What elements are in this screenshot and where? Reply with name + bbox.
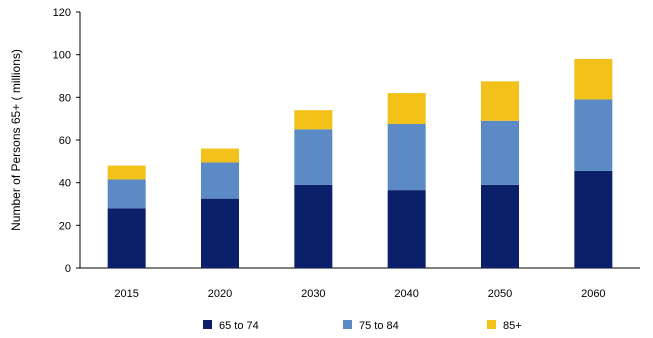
legend-swatch bbox=[487, 320, 496, 329]
y-tick-label: 20 bbox=[59, 220, 71, 232]
x-tick-label: 2050 bbox=[488, 288, 512, 300]
bar-segment-75-to-84-2050 bbox=[481, 120, 519, 185]
y-axis-title: Number of Persons 65+ ( millions) bbox=[9, 49, 23, 231]
bar-segment-75-to-84-2015 bbox=[107, 179, 146, 209]
bar-segment-65-to-74-2050 bbox=[481, 184, 519, 268]
x-axis-ticks: 2015 2020 2030 2040 2050 2060 bbox=[114, 288, 605, 300]
bar-segment-75-to-84-2060 bbox=[574, 99, 613, 171]
y-tick-label: 0 bbox=[65, 263, 71, 275]
axes bbox=[79, 12, 640, 269]
bar-segment-85--2050 bbox=[481, 81, 519, 121]
bar-segment-85--2060 bbox=[574, 58, 613, 100]
bar-segment-85--2040 bbox=[387, 93, 426, 124]
y-tick-label: 120 bbox=[53, 7, 71, 19]
y-tick-label: 40 bbox=[59, 178, 71, 190]
legend: 65 to 74 75 to 84 85+ bbox=[203, 320, 522, 332]
bars bbox=[107, 58, 613, 268]
legend-swatch bbox=[203, 320, 212, 329]
y-tick-label: 100 bbox=[53, 50, 71, 62]
bar-segment-85--2015 bbox=[107, 165, 146, 180]
bar-segment-85--2020 bbox=[201, 148, 239, 163]
y-tick-label: 80 bbox=[59, 92, 71, 104]
bar-segment-75-to-84-2030 bbox=[294, 129, 333, 185]
x-tick-label: 2020 bbox=[208, 288, 232, 300]
x-tick-label: 2030 bbox=[301, 288, 325, 300]
bar-segment-65-to-74-2060 bbox=[574, 170, 613, 268]
bar-segment-85--2030 bbox=[294, 110, 333, 130]
x-tick-label: 2040 bbox=[394, 288, 418, 300]
bar-segment-75-to-84-2040 bbox=[387, 124, 426, 191]
legend-label: 65 to 74 bbox=[219, 320, 259, 332]
x-tick-label: 2060 bbox=[581, 288, 605, 300]
legend-label: 85+ bbox=[503, 320, 522, 332]
y-axis-ticks: 0 20 40 60 80 100 120 bbox=[53, 7, 80, 275]
bar-segment-65-to-74-2040 bbox=[387, 190, 426, 268]
legend-label: 75 to 84 bbox=[359, 320, 399, 332]
bar-segment-65-to-74-2015 bbox=[107, 208, 146, 268]
bar-segment-75-to-84-2020 bbox=[201, 162, 239, 199]
bar-segment-65-to-74-2030 bbox=[294, 184, 333, 268]
bar-segment-65-to-74-2020 bbox=[201, 198, 239, 268]
y-tick-label: 60 bbox=[59, 135, 71, 147]
x-tick-label: 2015 bbox=[114, 288, 138, 300]
legend-swatch bbox=[343, 320, 352, 329]
